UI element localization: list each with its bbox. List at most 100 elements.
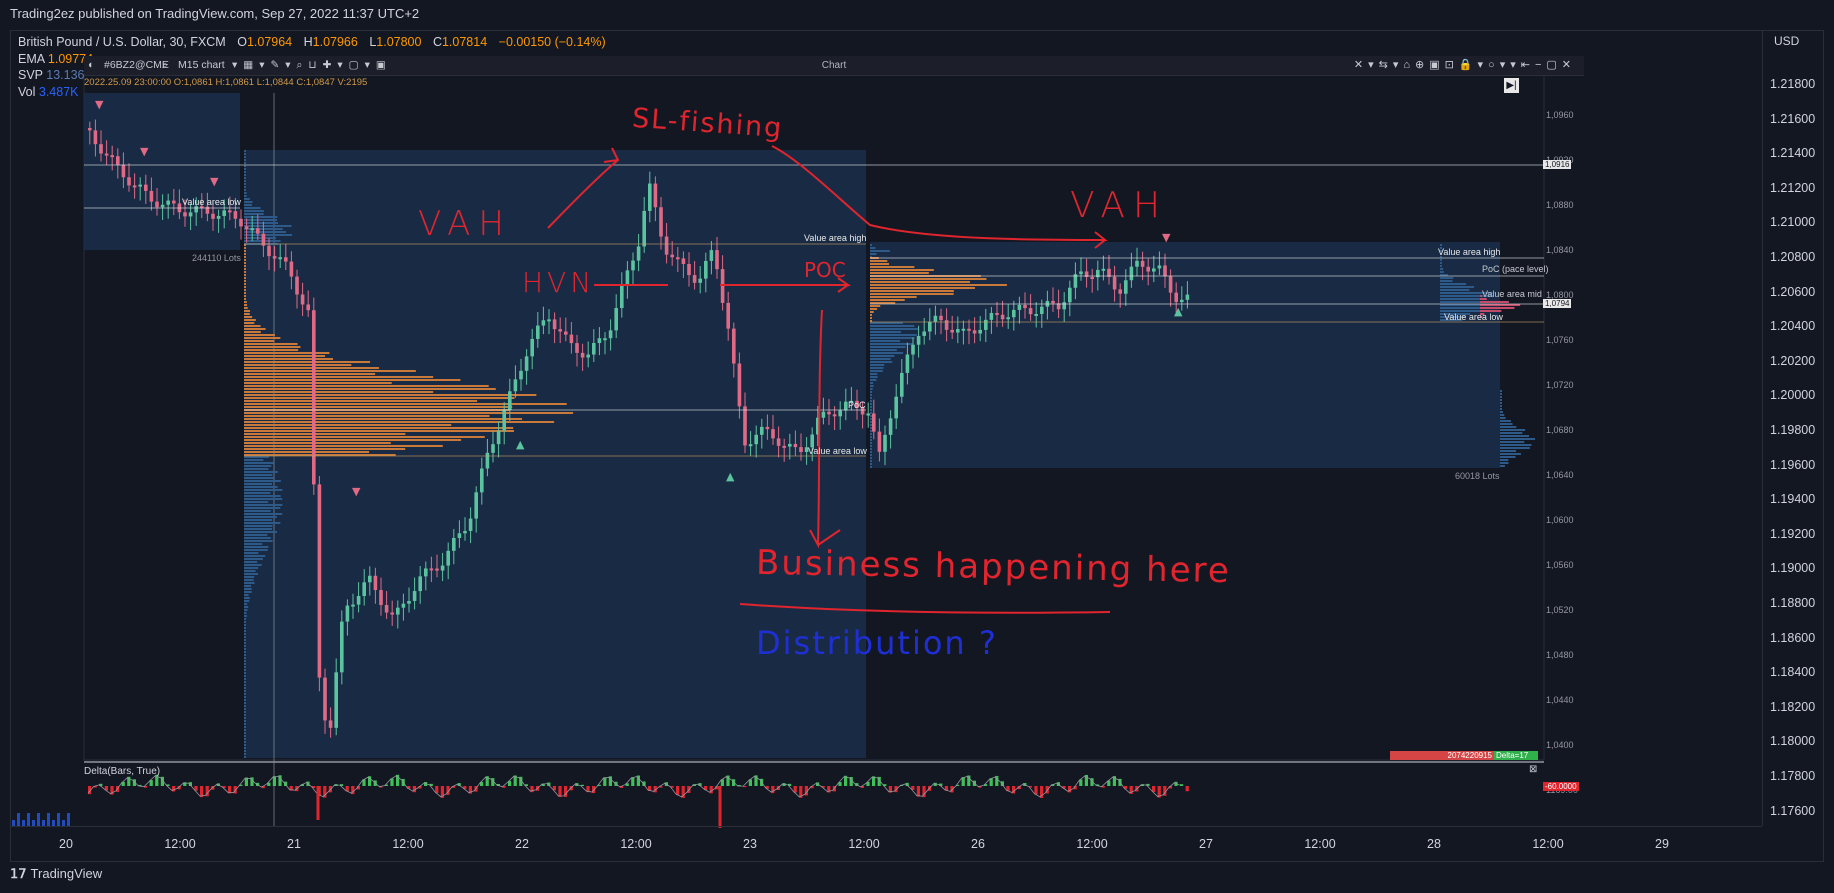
ema-label[interactable]: EMA (18, 51, 45, 66)
profile-bar (244, 207, 261, 209)
candle-body (597, 338, 602, 344)
profile-bar (870, 358, 891, 360)
profile-bar (244, 570, 256, 572)
profile-bar (870, 388, 873, 390)
delta-bar (323, 786, 327, 798)
candle-body (922, 331, 926, 336)
candle-body (698, 278, 702, 283)
change-value: −0.00150 (−0.14%) (498, 35, 606, 49)
candle-body (956, 329, 960, 333)
symbol-title[interactable]: British Pound / U.S. Dollar, 30, FXCM (18, 35, 226, 49)
currency-label[interactable]: USD (1774, 34, 1800, 48)
candle-body (284, 257, 288, 262)
signal-arrow-icon: ▼ (352, 485, 361, 498)
candle-body (480, 468, 484, 493)
delta-bar (620, 786, 624, 788)
candle-body (877, 431, 882, 452)
delta-bar (1068, 786, 1072, 793)
price-label: 1.18200 (1770, 699, 1816, 714)
profile-bar (244, 286, 246, 288)
candle-body (972, 330, 977, 334)
profile-bar (870, 364, 885, 366)
profile-bar (870, 272, 929, 274)
profile-bar (1440, 253, 1442, 255)
delta-bar (592, 786, 596, 794)
candle-body (614, 308, 618, 331)
candle-body (300, 294, 305, 305)
candle-body (1051, 300, 1055, 304)
profile-bar (244, 234, 293, 236)
candle-body (474, 492, 478, 519)
inner-price-label: 1,0600 (1546, 515, 1574, 525)
profile-bar (1440, 295, 1494, 297)
profile-bar (244, 573, 258, 575)
price-scale[interactable] (1762, 30, 1823, 826)
toolbar-symbol[interactable]: #6BZ2@CME (104, 59, 169, 71)
delta-bar (810, 786, 814, 789)
profile-bar (1500, 417, 1506, 419)
candle-body (463, 530, 467, 534)
profile-bar (870, 376, 878, 378)
vah-right-annotation: VAH (1070, 185, 1169, 226)
candle-body (1168, 276, 1173, 293)
delta-bar (513, 775, 517, 786)
profile-bar (244, 687, 246, 689)
profile-bar (870, 379, 877, 381)
delta-bar (1028, 786, 1032, 788)
volume-bar (67, 813, 70, 826)
profile-bar (1440, 310, 1489, 312)
delta-bar (1152, 786, 1156, 792)
profile-bar (870, 391, 872, 393)
profile-bar (1500, 420, 1511, 422)
time-scale[interactable] (10, 826, 1762, 861)
profile-bar (244, 231, 286, 233)
profile-bar (244, 549, 268, 551)
search-icon[interactable]: ⌕ (162, 59, 168, 71)
profile-bar (244, 666, 246, 668)
profile-bar (244, 513, 283, 515)
candle-body (950, 329, 954, 333)
svp-label[interactable]: SVP (18, 68, 43, 82)
window-controls-icons[interactable]: ✕▾⇆▾⌂⊕▣⊡🔒▾○▾▾⇤−▢✕ (1353, 59, 1576, 71)
scroll-to-realtime-icon[interactable]: ▶| (1504, 78, 1519, 93)
delta-bar (127, 776, 131, 786)
candle-body (1107, 268, 1111, 277)
candle-body (1079, 271, 1083, 275)
open-value: 1.07964 (246, 35, 293, 49)
high-value: 1.07966 (312, 35, 358, 49)
candle-body (586, 354, 590, 358)
candle-body (312, 310, 316, 485)
delta-bar (351, 786, 355, 795)
candle-body (508, 391, 512, 411)
profile-bar (1500, 450, 1517, 452)
profile-bar (244, 648, 246, 650)
delta-bar (804, 786, 808, 796)
profile-bar (870, 394, 872, 396)
drawing-tools-icons[interactable]: ▾▦▾✎▾⌕⊔✚▾▢▾▣ (232, 59, 392, 71)
delta-bar (110, 786, 114, 795)
interval-select[interactable]: M15 chart (178, 59, 225, 71)
delta-bar (200, 786, 204, 798)
delta-bar (1157, 786, 1161, 798)
candle-body (412, 591, 417, 601)
delta-bar (183, 782, 187, 786)
svp-value: 13.136 (46, 68, 85, 82)
candle-body (1140, 260, 1145, 267)
candle-body (205, 206, 210, 214)
profile-bar (1500, 438, 1536, 440)
profile-bar (244, 295, 246, 297)
delta-indicator-title[interactable]: Delta(Bars, True) (84, 766, 161, 777)
profile-bar (870, 460, 872, 462)
candle-body (295, 276, 299, 295)
profile-bar (244, 406, 513, 408)
profile-bar (244, 537, 271, 539)
open-label: O (237, 35, 247, 49)
profile-bar (244, 340, 275, 342)
maximize-icon[interactable]: ⊠ (1529, 764, 1538, 775)
profile-bar (244, 642, 246, 644)
vol-label[interactable]: Vol (18, 84, 36, 99)
delta-bar (194, 786, 198, 791)
profile-bar (870, 406, 872, 408)
inner-price-tag-last: 1,0794 (1543, 299, 1572, 308)
